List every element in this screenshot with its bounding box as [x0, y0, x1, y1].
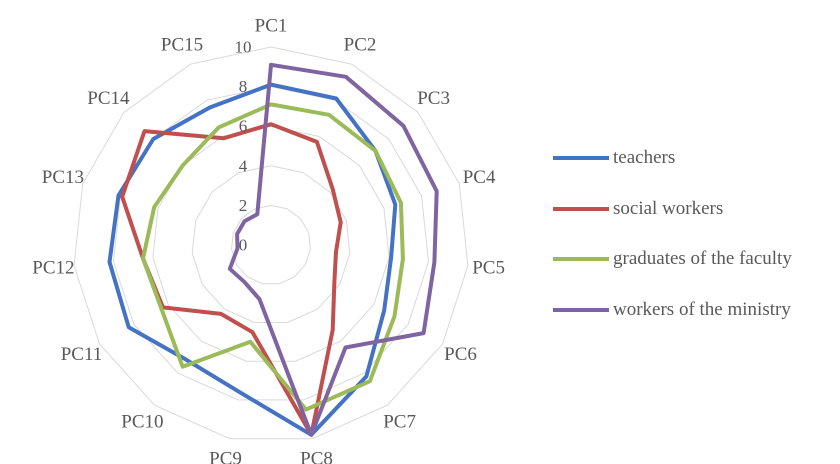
series-line-workers-of-the-ministry — [227, 62, 439, 437]
legend-label: graduates of the faculty — [613, 248, 792, 269]
axis-label: PC1 — [255, 16, 288, 37]
legend-swatch — [553, 307, 609, 312]
legend-item-workers-ministry: workers of the ministry — [553, 297, 838, 323]
legend-item-teachers: teachers — [553, 145, 838, 171]
grid-ring — [231, 204, 311, 285]
grid-ring — [191, 165, 351, 323]
tick-label: 2 — [239, 196, 248, 215]
legend-label: teachers — [613, 147, 676, 168]
axis-label: PC4 — [463, 167, 496, 188]
tick-label: 0 — [239, 236, 248, 255]
tick-label: 4 — [239, 156, 248, 175]
axis-label: PC12 — [32, 257, 74, 278]
axis-label: PC6 — [444, 344, 477, 365]
axis-label: PC3 — [417, 88, 450, 109]
series-line-graduates-of-the-faculty — [141, 102, 405, 412]
legend-item-social-workers: social workers — [553, 196, 838, 222]
axis-label: PC15 — [161, 35, 203, 56]
axis-label: PC13 — [42, 167, 84, 188]
axis-label: PC2 — [344, 35, 377, 56]
grid-ring — [73, 46, 469, 440]
axis-label: PC11 — [61, 344, 103, 365]
legend-label: workers of the ministry — [613, 298, 791, 320]
tick-label: 10 — [235, 38, 252, 57]
tick-labels: 0 2 4 6 8 10 — [235, 38, 252, 255]
axis-labels: PC1 PC2 PC3 PC4 PC5 PC6 PC7 PC8 PC9 PC10 PC11 PC12 P… — [32, 16, 505, 464]
series-line-teachers — [107, 82, 398, 437]
axis-label: PC10 — [121, 412, 163, 433]
legend-label: social workers — [613, 197, 724, 219]
legend: teachers social workers graduates of the… — [553, 145, 838, 347]
series-line-social-workers — [120, 122, 343, 437]
series-lines — [107, 62, 439, 437]
legend-swatch — [553, 156, 609, 160]
axis-label: PC5 — [472, 257, 505, 278]
legend-item-graduates: graduates of the faculty — [553, 246, 838, 272]
legend-swatch — [553, 206, 609, 211]
axis-label: PC14 — [87, 88, 130, 109]
axis-label: PC9 — [209, 449, 242, 464]
axis-label: PC8 — [300, 449, 333, 464]
tick-label: 6 — [239, 117, 248, 136]
axis-label: PC7 — [383, 412, 416, 433]
legend-swatch — [553, 257, 609, 261]
tick-label: 8 — [239, 77, 248, 96]
